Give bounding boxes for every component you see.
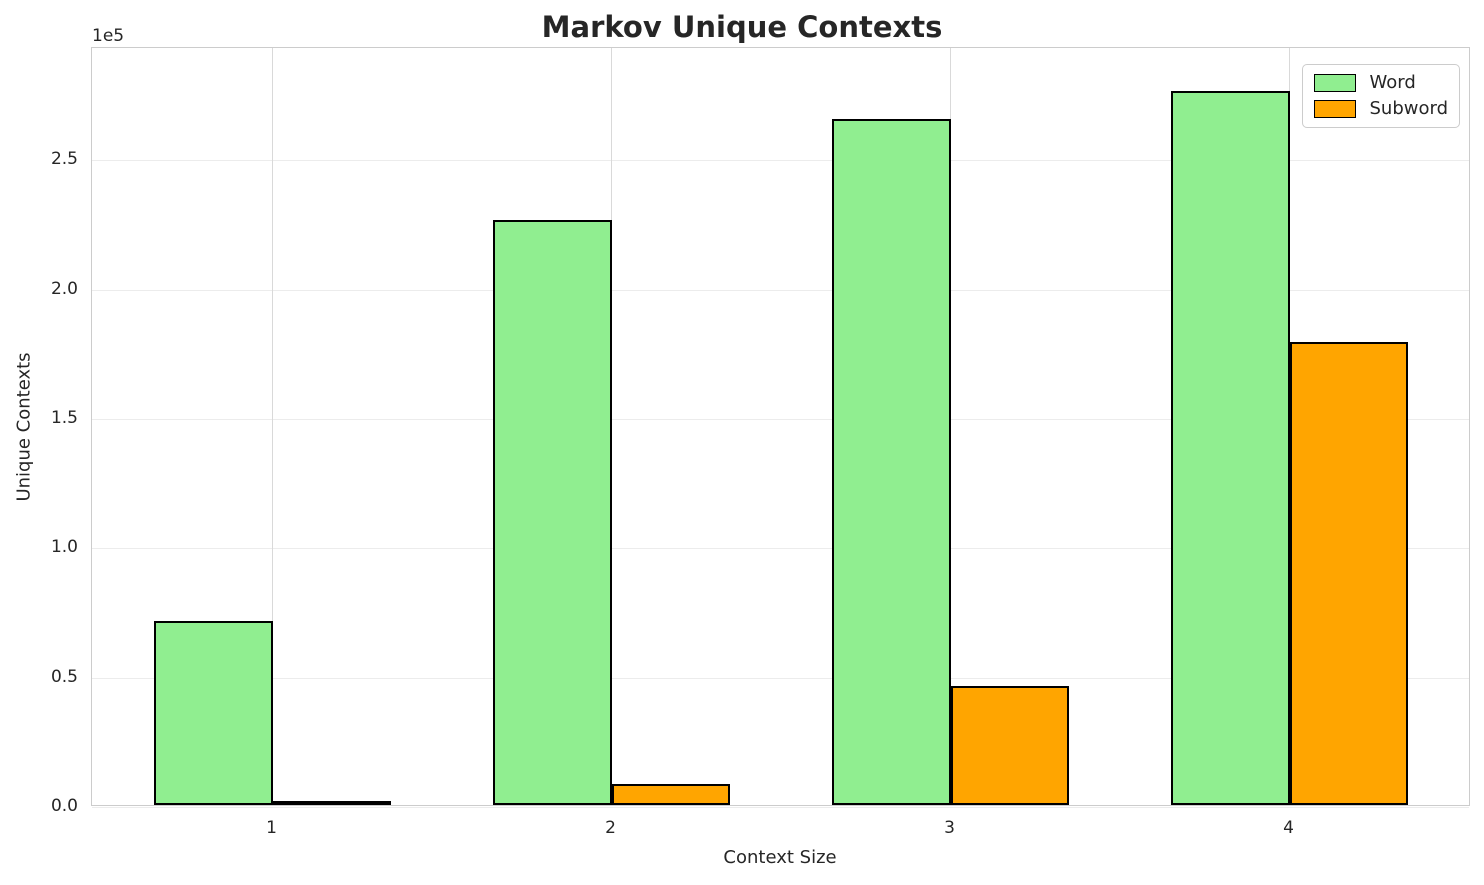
y-tick-label: 0.0	[50, 796, 78, 816]
y-tick-label: 1.0	[50, 537, 78, 558]
bar-subword-3	[950, 686, 1069, 805]
bar-subword-1	[272, 801, 391, 805]
horizontal-gridline	[92, 289, 1469, 291]
chart-title: Markov Unique Contexts	[541, 10, 943, 44]
bar-word-4	[1171, 91, 1290, 805]
horizontal-gridline	[92, 418, 1469, 420]
y-tick-label: 2.0	[50, 278, 78, 299]
legend-entry-subword: Subword	[1314, 100, 1448, 118]
horizontal-gridline	[92, 548, 1469, 550]
vertical-gridline	[610, 48, 613, 805]
y-tick-label: 2.5	[50, 149, 78, 170]
y-axis-offset-label: 1e5	[92, 26, 125, 46]
bar-subword-2	[611, 784, 730, 805]
bar-word-1	[154, 621, 273, 805]
y-tick-label: 1.5	[50, 407, 78, 428]
horizontal-gridline	[92, 807, 1469, 808]
y-tick-label: 0.5	[50, 666, 78, 687]
bar-subword-4	[1289, 341, 1408, 805]
x-tick-label: 4	[1283, 818, 1294, 838]
x-tick-label: 1	[266, 818, 277, 838]
x-tick-label: 2	[605, 818, 616, 838]
vertical-gridline	[949, 48, 952, 805]
horizontal-gridline	[92, 160, 1469, 162]
bar-word-2	[493, 220, 612, 805]
legend-swatch-word	[1314, 74, 1357, 92]
horizontal-gridline	[92, 677, 1469, 679]
y-axis-label: Unique Contexts	[13, 352, 35, 502]
legend-label: Subword	[1369, 98, 1448, 119]
legend-swatch-subword	[1314, 100, 1357, 118]
vertical-gridline	[271, 48, 274, 805]
x-axis-label: Context Size	[723, 847, 837, 868]
bar-word-3	[832, 119, 951, 805]
plot-area: Word Subword	[91, 47, 1470, 808]
legend: Word Subword	[1302, 64, 1460, 128]
legend-entry-word: Word	[1314, 74, 1448, 92]
legend-label: Word	[1369, 72, 1416, 93]
x-tick-label: 3	[944, 818, 955, 838]
